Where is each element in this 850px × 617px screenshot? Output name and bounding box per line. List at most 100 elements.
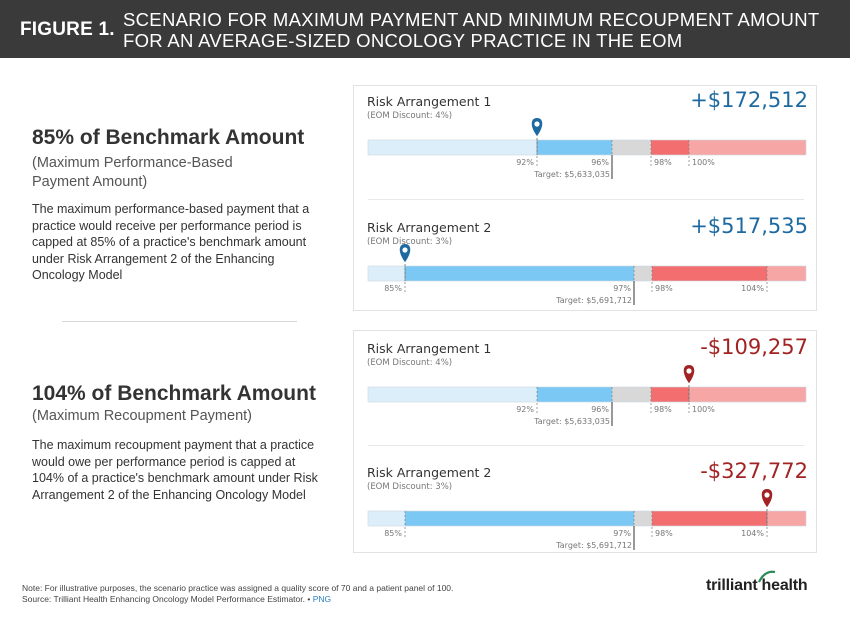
bar-segment xyxy=(634,511,652,526)
source-line: Source: Trilliant Health Enhancing Oncol… xyxy=(22,594,453,605)
pin-body xyxy=(761,489,773,507)
tick-label: 98% xyxy=(654,158,672,167)
logo-swoosh-icon xyxy=(758,570,776,583)
payment-amount: +$172,512 xyxy=(690,88,808,112)
tick-label: 85% xyxy=(384,284,402,293)
pin-body xyxy=(683,365,695,383)
section2-subheading: (Maximum Recoupment Payment) xyxy=(32,407,272,426)
bar-segment xyxy=(634,266,652,281)
bar-segment xyxy=(689,387,806,402)
section1-subheading: (Maximum Performance-Based Payment Amoun… xyxy=(32,154,272,192)
chart-panel-top: Risk Arrangement 1 (EOM Discount: 4%) +$17… xyxy=(353,85,817,311)
figure-title: SCENARIO FOR MAXIMUM PAYMENT AND MINIMUM… xyxy=(123,9,819,51)
bar-segment xyxy=(652,511,767,526)
target-label: Target: $5,691,712 xyxy=(555,296,632,305)
tick-label: 96% xyxy=(591,405,609,414)
bar-segment xyxy=(537,140,612,155)
tick-label: 85% xyxy=(384,529,402,538)
chart-title: Risk Arrangement 2 xyxy=(367,465,492,480)
bar-outline xyxy=(367,386,807,403)
note-text: Note: For illustrative purposes, the sce… xyxy=(22,583,454,593)
tick-label: 92% xyxy=(516,158,534,167)
section1-subheading-line2: Payment Amount) xyxy=(32,174,148,190)
section-divider xyxy=(62,321,297,322)
chart-panel-bottom: Risk Arrangement 1 (EOM Discount: 4%) -$10… xyxy=(353,330,817,553)
bar-outline xyxy=(367,265,807,282)
risk-arrangement-card: Risk Arrangement 2 (EOM Discount: 3%) +$51… xyxy=(354,214,818,335)
figure-title-line2: FOR AN AVERAGE-SIZED ONCOLOGY PRACTICE I… xyxy=(123,30,683,51)
chart-subtitle: (EOM Discount: 3%) xyxy=(367,237,453,247)
chart-title: Risk Arrangement 1 xyxy=(367,341,492,356)
section1-subheading-line1: (Maximum Performance-Based xyxy=(32,155,233,171)
chart-subtitle: (EOM Discount: 3%) xyxy=(367,482,453,492)
card-divider xyxy=(368,445,804,446)
chart-subtitle: (EOM Discount: 4%) xyxy=(367,358,453,368)
section2-heading: 104% of Benchmark Amount xyxy=(32,382,316,405)
bar-segment xyxy=(405,511,634,526)
bar-segment xyxy=(767,511,806,526)
tick-label: 100% xyxy=(692,405,715,414)
tick-label: 97% xyxy=(613,529,631,538)
section2-subheading-line1: (Maximum Recoupment Payment) xyxy=(32,408,252,424)
bar-segment xyxy=(368,387,537,402)
tick-label: 96% xyxy=(591,158,609,167)
section1-body: The maximum performance-based payment th… xyxy=(32,202,310,282)
pin-body xyxy=(399,244,411,262)
risk-arrangement-card: Risk Arrangement 2 (EOM Discount: 3%) -$32… xyxy=(354,459,818,580)
bar-segment xyxy=(767,266,806,281)
tick-label: 98% xyxy=(655,284,673,293)
tick-label: 100% xyxy=(692,158,715,167)
benchmark-bar-chart: 92% 96% 98% 100% Target: $5,633,035 xyxy=(367,118,807,179)
footer-note: Note: For illustrative purposes, the sce… xyxy=(22,583,453,605)
bar-segment xyxy=(405,266,634,281)
tick-label: 98% xyxy=(655,529,673,538)
pin-dot xyxy=(764,492,770,498)
pin-dot xyxy=(686,368,692,374)
pin-body xyxy=(531,118,543,136)
payment-amount: -$327,772 xyxy=(700,459,808,483)
location-pin-icon xyxy=(761,489,773,507)
tick-label: 104% xyxy=(741,529,764,538)
logo-part1: trilliant xyxy=(706,577,758,594)
png-link[interactable]: PNG xyxy=(312,594,332,604)
bar-outline xyxy=(367,139,807,156)
card-divider xyxy=(368,199,804,200)
risk-arrangement-card: Risk Arrangement 1 (EOM Discount: 4%) -$10… xyxy=(354,335,818,456)
payment-amount: -$109,257 xyxy=(700,335,808,359)
chart-title: Risk Arrangement 2 xyxy=(367,220,492,235)
bar-segment xyxy=(368,511,405,526)
bar-segment xyxy=(652,266,767,281)
tick-label: 98% xyxy=(654,405,672,414)
target-label: Target: $5,633,035 xyxy=(533,417,610,426)
risk-arrangement-card: Risk Arrangement 1 (EOM Discount: 4%) +$17… xyxy=(354,88,818,209)
source-text: Source: Trilliant Health Enhancing Oncol… xyxy=(22,594,311,604)
location-pin-icon xyxy=(683,365,695,383)
chart-subtitle: (EOM Discount: 4%) xyxy=(367,111,453,121)
target-label: Target: $5,633,035 xyxy=(533,170,610,179)
bar-segment xyxy=(368,266,405,281)
bar-segment xyxy=(368,140,537,155)
section1-heading: 85% of Benchmark Amount xyxy=(32,126,305,149)
tick-label: 97% xyxy=(613,284,631,293)
figure-title-line1: SCENARIO FOR MAXIMUM PAYMENT AND MINIMUM… xyxy=(123,9,820,30)
bar-outline xyxy=(367,510,807,527)
benchmark-bar-chart: 85% 97% 98% 104% Target: $5,691,712 xyxy=(367,244,807,305)
payment-amount: +$517,535 xyxy=(690,214,808,238)
bar-segment xyxy=(689,140,806,155)
logo-wordmark: trilliant health xyxy=(706,570,808,595)
tick-label: 92% xyxy=(516,405,534,414)
bar-segment xyxy=(651,140,689,155)
pin-dot xyxy=(402,247,408,253)
location-pin-icon xyxy=(399,244,411,262)
benchmark-bar-chart: 92% 96% 98% 100% Target: $5,633,035 xyxy=(367,365,807,426)
benchmark-bar-chart: 85% 97% 98% 104% Target: $5,691,712 xyxy=(367,489,807,550)
bar-segment xyxy=(612,140,651,155)
trilliant-health-logo: trilliant health xyxy=(706,570,808,595)
bar-segment xyxy=(651,387,689,402)
section2-body: The maximum recoupment payment that a pr… xyxy=(32,438,318,502)
target-label: Target: $5,691,712 xyxy=(555,541,632,550)
logo-part2: health xyxy=(761,577,808,594)
figure-label: FIGURE 1. xyxy=(20,19,115,40)
bar-segment xyxy=(537,387,612,402)
pin-dot xyxy=(534,121,540,127)
